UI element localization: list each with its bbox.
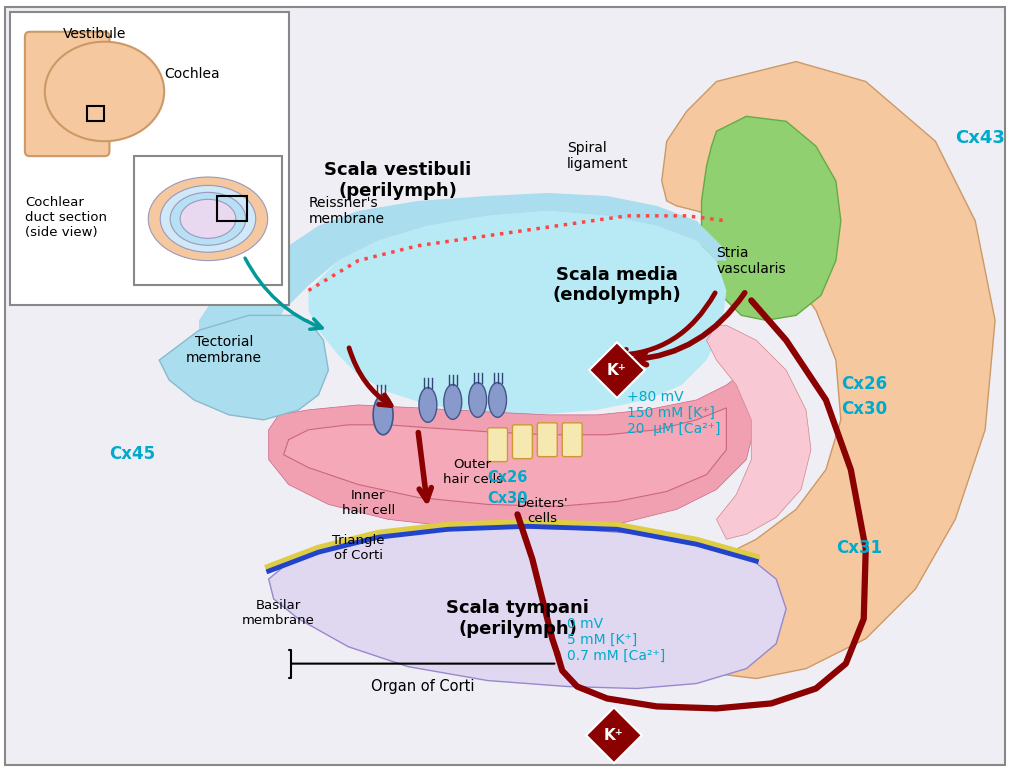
Bar [217, 196, 247, 221]
Text: Scala media
(endolymph): Scala media (endolymph) [552, 266, 681, 304]
Bar [86, 107, 105, 121]
Text: K⁺: K⁺ [607, 363, 627, 378]
Text: Inner
hair cell: Inner hair cell [342, 489, 395, 517]
Text: K⁺: K⁺ [604, 728, 624, 743]
Ellipse shape [419, 388, 436, 422]
Polygon shape [586, 707, 641, 764]
Text: Cx31: Cx31 [836, 540, 882, 557]
FancyBboxPatch shape [562, 423, 583, 457]
Ellipse shape [444, 384, 462, 419]
Ellipse shape [488, 382, 506, 418]
Text: Scala tympani
(perilymph): Scala tympani (perilymph) [446, 599, 589, 638]
FancyBboxPatch shape [537, 423, 557, 457]
Text: Vestibule: Vestibule [63, 27, 126, 41]
Ellipse shape [45, 42, 164, 141]
FancyBboxPatch shape [25, 32, 110, 156]
Polygon shape [309, 211, 727, 415]
Polygon shape [269, 370, 756, 530]
Polygon shape [269, 527, 787, 689]
Text: Cx30: Cx30 [487, 492, 528, 506]
FancyBboxPatch shape [134, 156, 281, 286]
Text: Reissner's
membrane: Reissner's membrane [309, 196, 385, 226]
Polygon shape [159, 315, 329, 420]
Ellipse shape [469, 382, 486, 418]
Text: Organ of Corti: Organ of Corti [371, 679, 475, 693]
Polygon shape [701, 117, 840, 320]
Ellipse shape [160, 185, 256, 252]
Ellipse shape [171, 192, 246, 245]
Text: Cx26: Cx26 [487, 469, 528, 485]
Text: Stria
vascularis: Stria vascularis [717, 245, 786, 276]
Text: Cx43: Cx43 [955, 129, 1005, 147]
Ellipse shape [374, 395, 393, 435]
Text: Cochlear
duct section
(side view): Cochlear duct section (side view) [25, 196, 107, 239]
FancyBboxPatch shape [513, 425, 533, 459]
Text: Cx45: Cx45 [110, 445, 155, 462]
Ellipse shape [180, 199, 235, 239]
Polygon shape [706, 325, 811, 540]
Text: +80 mV
150 mM [K⁺]
20  μM [Ca²⁺]: +80 mV 150 mM [K⁺] 20 μM [Ca²⁺] [627, 390, 721, 436]
Polygon shape [662, 62, 995, 679]
Polygon shape [199, 193, 727, 400]
Text: Tectorial
membrane: Tectorial membrane [186, 335, 262, 365]
Text: Spiral
ligament: Spiral ligament [567, 141, 628, 171]
Text: Cx30: Cx30 [840, 400, 887, 418]
Text: Cx26: Cx26 [840, 375, 887, 393]
Text: Outer
hair cells: Outer hair cells [443, 458, 502, 486]
Text: Scala vestibuli
(perilymph): Scala vestibuli (perilymph) [325, 161, 472, 200]
FancyBboxPatch shape [5, 7, 1005, 765]
Polygon shape [589, 342, 645, 398]
Text: Cochlea: Cochlea [164, 66, 220, 80]
Text: Deiters'
cells: Deiters' cells [517, 497, 568, 526]
Ellipse shape [148, 177, 268, 261]
FancyBboxPatch shape [487, 428, 508, 462]
Text: Basilar
membrane: Basilar membrane [243, 599, 315, 627]
Text: Triangle
of Corti: Triangle of Corti [332, 534, 385, 562]
FancyBboxPatch shape [10, 12, 288, 306]
Polygon shape [283, 408, 727, 506]
Text: 0 mV
5 mM [K⁺]
0.7 mM [Ca²⁺]: 0 mV 5 mM [K⁺] 0.7 mM [Ca²⁺] [567, 617, 666, 663]
